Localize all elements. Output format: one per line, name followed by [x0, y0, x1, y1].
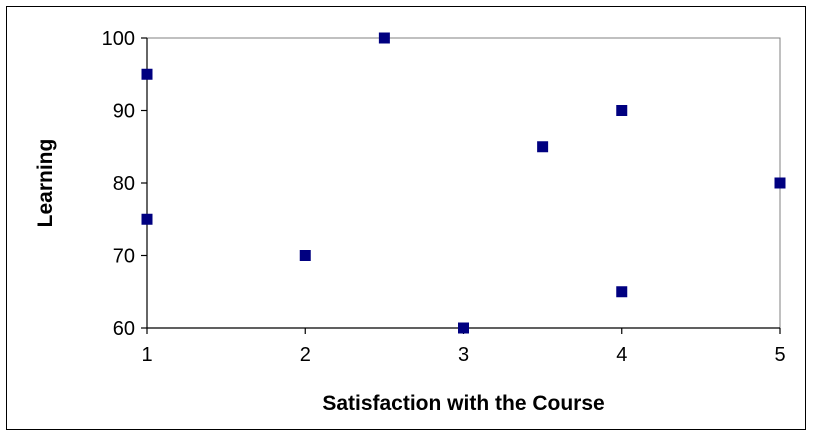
plot-area	[146, 37, 781, 329]
data-point	[141, 68, 153, 80]
y-tick-label: 100	[102, 28, 135, 50]
data-point	[774, 177, 786, 189]
x-tick-label: 1	[141, 344, 152, 366]
y-tick-label: 80	[113, 173, 135, 195]
data-point	[616, 286, 628, 298]
x-tick-label: 2	[300, 344, 311, 366]
data-point	[537, 141, 549, 153]
data-point	[378, 32, 390, 44]
data-points	[141, 32, 786, 334]
x-axis-title: Satisfaction with the Course	[322, 392, 604, 415]
x-tick-label: 3	[458, 344, 469, 366]
data-point	[616, 105, 628, 116]
y-tick-label: 70	[113, 246, 135, 268]
y-axis-title: Learning	[34, 139, 57, 228]
x-tick-label: 5	[774, 344, 785, 366]
x-tick-label: 4	[616, 344, 627, 366]
data-point	[299, 250, 311, 261]
x-axis: 1 2 3 4 5	[141, 327, 786, 366]
y-tick-label: 60	[113, 318, 135, 340]
plot-area-border	[146, 37, 781, 329]
data-point	[141, 213, 153, 225]
y-axis: 60 70 80 90 100	[102, 28, 148, 340]
chart-frame	[6, 6, 806, 430]
y-tick-label: 90	[113, 101, 135, 123]
data-point	[458, 322, 469, 334]
